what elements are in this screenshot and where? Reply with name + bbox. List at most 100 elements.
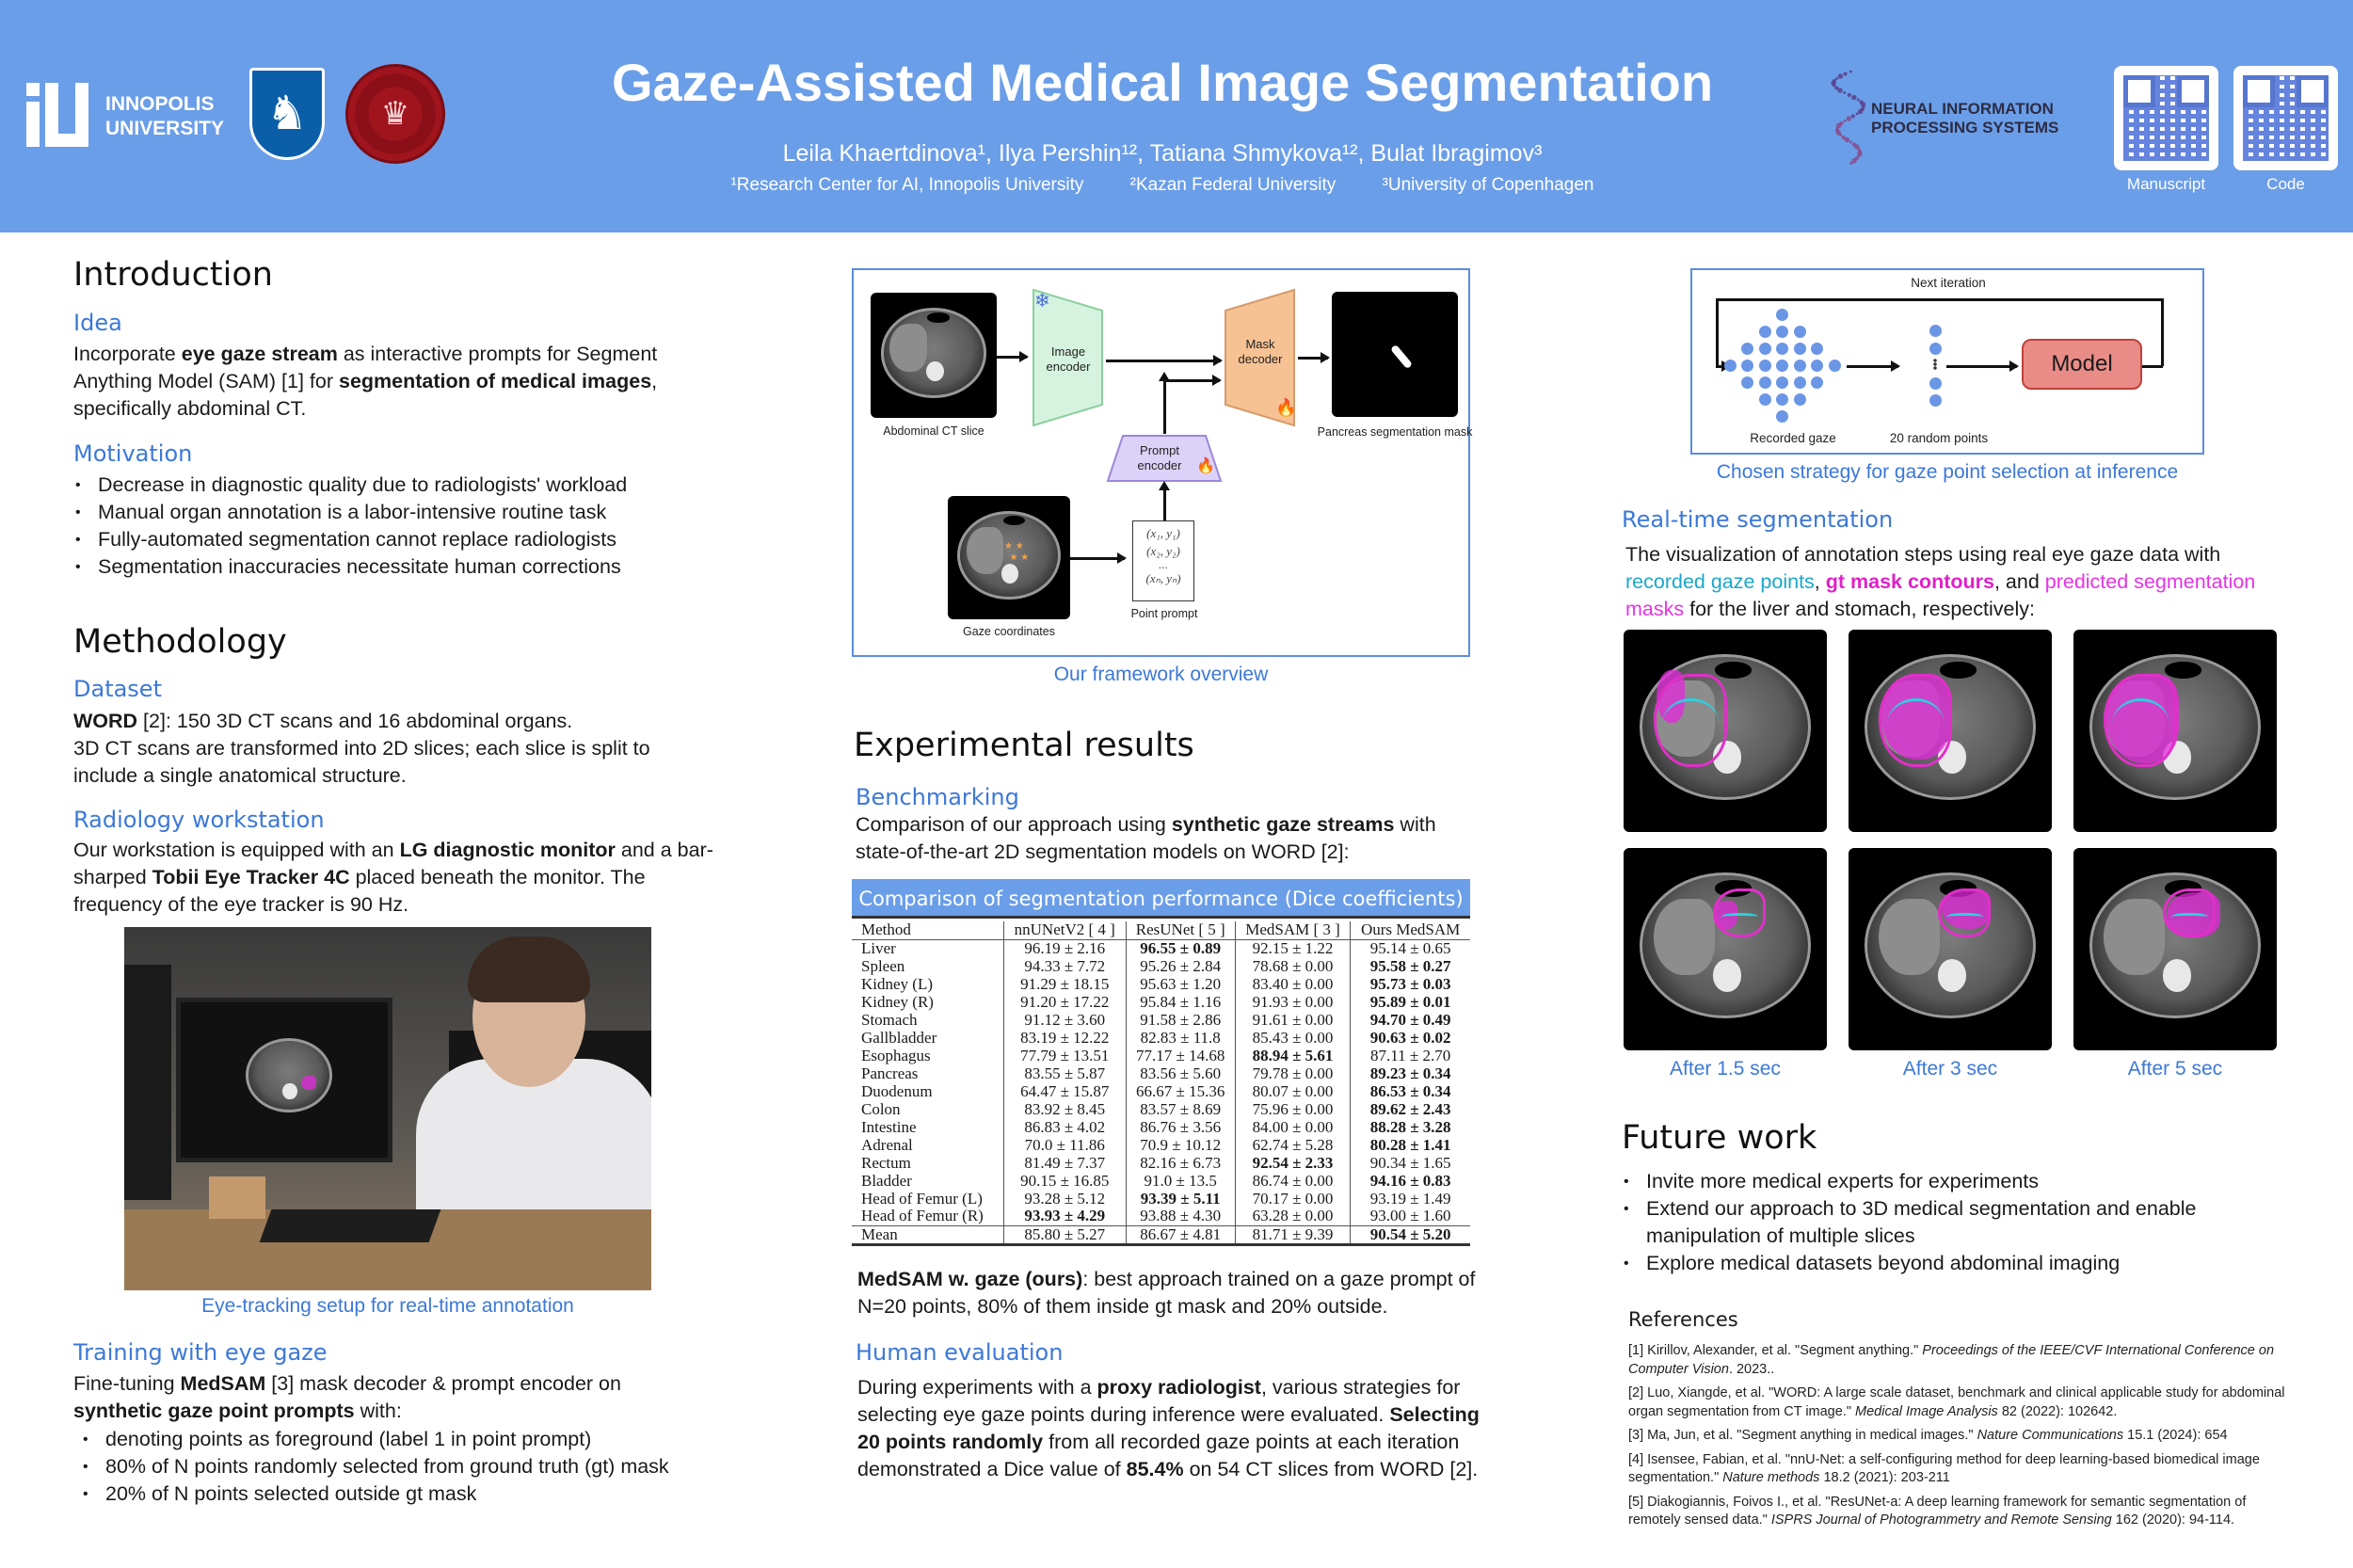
reference-item: [2] Luo, Xiangde, et al. "WORD: A large … — [1628, 1384, 2301, 1421]
gaze-point — [1776, 309, 1788, 321]
framework-caption: Our framework overview — [1053, 664, 1269, 685]
qr-code-icon — [2243, 75, 2329, 161]
text-segment: ISPRS Journal of Photogrammetry and Remo… — [1770, 1512, 2112, 1528]
table-cell: 90.15 ± 16.85 — [1002, 1172, 1127, 1190]
gaze-point-icon: ★ ★ ★ ★ — [1004, 541, 1030, 563]
time-label: After 1.5 sec — [1670, 1058, 1781, 1080]
text-segment: , various strategies for selecting eye g… — [857, 1376, 1461, 1426]
table-cell: 89.62 ± 2.43 — [1350, 1100, 1470, 1118]
gaze-point — [1776, 376, 1788, 389]
mask-decoder-label: Mask decoder — [1223, 328, 1298, 376]
snowflake-icon: ❄ — [1034, 291, 1050, 312]
stomach-segmentation-image — [1849, 848, 2052, 1050]
text-segment: 162 (2020): 94-114. — [2111, 1512, 2235, 1528]
table-cell: 82.16 ± 6.73 — [1125, 1154, 1236, 1172]
table-row: Adrenal 70.0 ± 11.86 70.9 ± 10.12 62.74 ± 5… — [852, 1136, 1470, 1154]
table-cell: 91.20 ± 17.22 — [1002, 993, 1127, 1011]
list-item: Invite more medical experts for experime… — [1622, 1168, 2281, 1195]
table-header-row: Method nnUNetV2 [ 4 ] ResUNet [ 5 ] MedSAM … — [852, 921, 1470, 940]
table-cell: 75.96 ± 0.00 — [1234, 1100, 1351, 1118]
table-cell: 93.39 ± 5.11 — [1125, 1190, 1236, 1208]
text-segment: Proceedings of the IEEE/CVF Internationa… — [1628, 1343, 2275, 1377]
future-work-heading: Future work — [1622, 1119, 1817, 1157]
gaze-point — [1758, 343, 1771, 355]
references-heading: References — [1628, 1308, 1738, 1331]
text-segment: [3] mask decoder & prompt encoder on — [265, 1372, 621, 1395]
mask-decoder-text: Mask decoder — [1238, 337, 1283, 366]
text-segment: predicted segmentation masks — [1625, 570, 2256, 620]
next-iteration-label: Next iteration — [1911, 276, 1986, 290]
text-segment: as interactive prompts for Segment Anyth… — [73, 343, 658, 392]
gaze-point — [1741, 343, 1753, 355]
selected-point — [1929, 394, 1942, 407]
table-cell: 95.89 ± 0.01 — [1350, 993, 1470, 1011]
affiliations: ¹Research Center for AI, Innopolis Unive… — [471, 174, 1854, 197]
row-label: Liver — [861, 938, 896, 957]
text-segment: Medical Image Analysis — [1855, 1403, 1998, 1419]
references-list: [1] Kirillov, Alexander, et al. "Segment… — [1628, 1342, 2301, 1536]
gaze-point — [1758, 326, 1771, 338]
text-segment: [1] Kirillov, Alexander, et al. "Segment… — [1628, 1343, 1923, 1358]
selected-point — [1929, 325, 1942, 337]
gaze-point — [1758, 376, 1771, 389]
text-segment: proxy radiologist — [1096, 1376, 1261, 1399]
table-row: Mean 85.80 ± 5.27 86.67 ± 4.81 81.71 ± 9.39… — [852, 1224, 1470, 1244]
text-segment: on 54 CT slices from WORD [2]. — [1183, 1458, 1479, 1480]
table-cell: 83.57 ± 8.69 — [1125, 1100, 1236, 1118]
affiliation: ²Kazan Federal University — [1129, 175, 1337, 195]
code-qr-code[interactable] — [2233, 66, 2338, 170]
row-label: Stomach — [861, 1010, 918, 1029]
image-encoder-text: Image encoder — [1046, 344, 1091, 374]
text-segment: and a bar-sharped — [73, 839, 713, 888]
row-label: Head of Femur (R) — [861, 1207, 984, 1225]
gaze-point — [1723, 360, 1737, 372]
text-segment: Tobii Eye Tracker 4C — [152, 866, 350, 888]
list-item: Extend our approach to 3D medical segmen… — [1622, 1195, 2281, 1250]
row-label: Mean — [852, 1224, 1004, 1244]
text-segment: [3] Ma, Jun, et al. "Segment anything in… — [1628, 1428, 1977, 1443]
text-segment: Our workstation is equipped with an — [73, 839, 400, 861]
table-row: Intestine 86.83 ± 4.02 86.76 ± 3.56 84.00 ±… — [852, 1118, 1470, 1136]
table-row: Rectum 81.49 ± 7.37 82.16 ± 6.73 92.54 ± 2.… — [852, 1154, 1470, 1172]
text-segment: 15.1 (2024): 654 — [2123, 1428, 2228, 1443]
text-segment: synthetic gaze point prompts — [73, 1400, 355, 1422]
innopolis-logo-icon — [26, 83, 88, 147]
table-cell: 95.73 ± 0.03 — [1350, 975, 1470, 993]
column-header: Ours MedSAM — [1350, 921, 1470, 940]
stomach-segmentation-image — [1624, 848, 1827, 1050]
ct-label: Abdominal CT slice — [883, 424, 984, 438]
time-label: After 3 sec — [1902, 1058, 1998, 1080]
random-points-label: 20 random points — [1889, 431, 1989, 445]
coordinate: ... — [1159, 560, 1168, 569]
dataset-heading: Dataset — [73, 676, 162, 702]
list-item: 80% of N points randomly selected from g… — [81, 1453, 759, 1480]
row-label: Spleen — [861, 956, 905, 975]
table-cell: 86.76 ± 3.56 — [1125, 1118, 1236, 1136]
table-row: Head of Femur (L) 93.28 ± 5.12 93.39 ± 5.1… — [852, 1190, 1470, 1208]
image-encoder-label: Image encoder — [1031, 336, 1106, 383]
text-segment: from all recorded gaze points at each it… — [857, 1431, 1460, 1480]
manuscript-qr-code[interactable] — [2114, 66, 2218, 170]
list-item: Fully-automated segmentation cannot repl… — [73, 526, 732, 553]
table-cell: 83.92 ± 8.45 — [1002, 1100, 1127, 1118]
authors: Leila Khaertdinova¹, Ilya Pershin¹², Tat… — [782, 140, 1543, 167]
methodology-heading: Methodology — [73, 623, 287, 661]
column-header: Method — [852, 921, 1004, 940]
row-label: Intestine — [861, 1117, 917, 1136]
table-cell: 95.26 ± 2.84 — [1125, 957, 1236, 975]
strategy-caption: Chosen strategy for gaze point selection… — [1716, 461, 2179, 483]
text-segment: , and — [1993, 570, 2045, 593]
benchmark-heading: Benchmarking — [856, 784, 1019, 810]
mask-label: Pancreas segmentation mask — [1317, 425, 1473, 439]
list-item: 20% of N points selected outside gt mask — [81, 1480, 759, 1508]
monitor — [176, 998, 392, 1162]
fire-icon: 🔥 — [1196, 458, 1215, 474]
table-cell: 92.15 ± 1.22 — [1234, 939, 1351, 957]
table-cell: 95.58 ± 0.27 — [1350, 957, 1470, 975]
gaze-point — [1776, 360, 1788, 372]
table-cell: 83.56 ± 5.60 — [1125, 1064, 1236, 1082]
gaze-coordinates-label: Gaze coordinates — [963, 625, 1055, 638]
table-cell: 85.80 ± 5.27 — [1002, 1224, 1127, 1244]
motivation-heading: Motivation — [73, 440, 193, 467]
point-prompt-label: Point prompt — [1130, 607, 1198, 620]
